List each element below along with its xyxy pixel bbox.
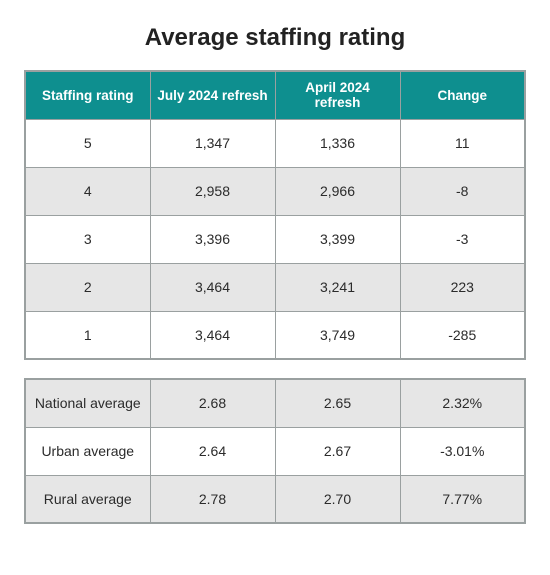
cell: 2.67 [275,427,400,475]
col-header-july-2024: July 2024 refresh [150,71,275,119]
cell: 2,966 [275,167,400,215]
cell-label: Urban average [25,427,150,475]
cell: 3,241 [275,263,400,311]
table-row: 5 1,347 1,336 11 [25,119,525,167]
cell: 11 [400,119,525,167]
cell: 3,464 [150,311,275,359]
staffing-main-table: Staffing rating July 2024 refresh April … [24,70,526,360]
cell: 2.78 [150,475,275,523]
cell: 3,396 [150,215,275,263]
cell: -3 [400,215,525,263]
cell: 1,347 [150,119,275,167]
col-header-change: Change [400,71,525,119]
cell: 7.77% [400,475,525,523]
cell: 2.32% [400,379,525,427]
cell: 2.68 [150,379,275,427]
cell: 2.64 [150,427,275,475]
cell: 3 [25,215,150,263]
cell: 3,399 [275,215,400,263]
cell: 3,464 [150,263,275,311]
cell: 4 [25,167,150,215]
cell: 1,336 [275,119,400,167]
cell: -285 [400,311,525,359]
cell: 223 [400,263,525,311]
cell: 1 [25,311,150,359]
cell: -3.01% [400,427,525,475]
cell: 2 [25,263,150,311]
cell: -8 [400,167,525,215]
table-row: 2 3,464 3,241 223 [25,263,525,311]
page-title: Average staffing rating [24,24,526,52]
table-row: 1 3,464 3,749 -285 [25,311,525,359]
cell: 2.65 [275,379,400,427]
table-row: Urban average 2.64 2.67 -3.01% [25,427,525,475]
table-row: 3 3,396 3,399 -3 [25,215,525,263]
cell: 2.70 [275,475,400,523]
col-header-staffing-rating: Staffing rating [25,71,150,119]
cell-label: National average [25,379,150,427]
cell: 5 [25,119,150,167]
table-row: Rural average 2.78 2.70 7.77% [25,475,525,523]
table-row: 4 2,958 2,966 -8 [25,167,525,215]
table-row: National average 2.68 2.65 2.32% [25,379,525,427]
cell: 3,749 [275,311,400,359]
col-header-april-2024: April 2024 refresh [275,71,400,119]
cell-label: Rural average [25,475,150,523]
cell: 2,958 [150,167,275,215]
staffing-summary-table: National average 2.68 2.65 2.32% Urban a… [24,378,526,524]
